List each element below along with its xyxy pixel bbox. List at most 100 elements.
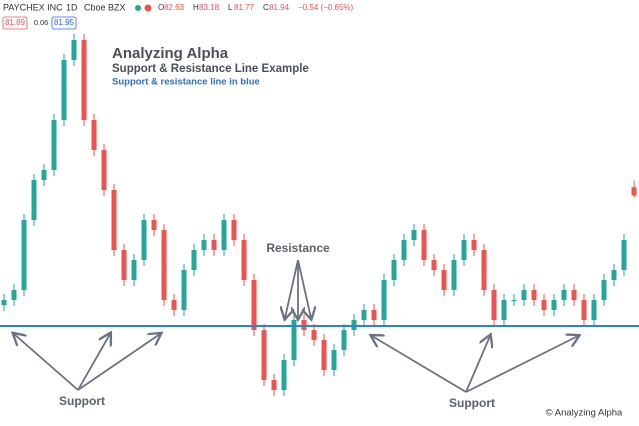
candle-body <box>1 300 7 306</box>
candle-body <box>521 289 527 301</box>
candle-body <box>181 270 187 310</box>
annotation: Resistance <box>266 241 330 255</box>
subtitle: Support & Resistance Line Example <box>112 63 309 75</box>
candle-body <box>161 229 167 301</box>
candle-body <box>331 349 337 370</box>
candle-body <box>311 330 317 340</box>
candle-body <box>411 229 417 241</box>
candle-body <box>191 250 197 271</box>
ohlc-label: H <box>193 3 199 12</box>
arrow <box>372 336 467 393</box>
candle-body <box>611 270 617 280</box>
candle-body <box>591 300 597 320</box>
ohlc-label: C <box>263 3 269 12</box>
exchange: Cboe BZX <box>84 2 126 12</box>
arrow <box>285 259 299 318</box>
candle-body <box>11 289 17 301</box>
candle-body <box>391 259 397 280</box>
candle-body <box>61 60 67 121</box>
candle-body <box>321 340 327 370</box>
bid: 81.89 <box>5 18 26 27</box>
credit: © Analyzing Alpha <box>546 408 623 419</box>
arrow <box>297 259 311 318</box>
arrow <box>465 336 490 393</box>
candle-body <box>281 360 287 391</box>
candle-body <box>251 280 257 331</box>
candle-body <box>151 220 157 230</box>
candle-body <box>121 250 127 280</box>
candle-body <box>551 300 557 310</box>
candle-body <box>381 280 387 320</box>
candle-body <box>571 289 577 301</box>
candle-body <box>141 220 147 260</box>
ohlc-value: 81.77 <box>234 3 255 12</box>
candle-body <box>451 259 457 290</box>
candle-body <box>461 240 467 260</box>
arrows <box>14 259 578 393</box>
candle-body <box>431 259 437 271</box>
ohlc-value: 83.18 <box>199 3 220 12</box>
ohlc-label: O <box>158 3 164 12</box>
arrow <box>77 334 110 391</box>
candle-body <box>561 289 567 301</box>
candle-body <box>111 190 117 250</box>
ohlc-legend: O 82.63 H 83.18 L 81.77 C 81.94 −0.54 (−0.65%) <box>158 3 353 12</box>
ask-box <box>51 16 77 30</box>
arrow <box>465 336 578 393</box>
candle-body <box>211 240 217 250</box>
candle-body <box>31 180 37 220</box>
candle-body <box>271 379 277 391</box>
note: Support & resistance line in blue <box>112 77 260 88</box>
title: Analyzing Alpha <box>112 45 229 62</box>
candle-body <box>541 300 547 310</box>
candle-body <box>481 250 487 290</box>
candle-body <box>601 280 607 301</box>
candle-body <box>291 319 297 361</box>
change: −0.54 (−0.65%) <box>298 3 353 12</box>
candle-body <box>631 187 637 196</box>
candle-body <box>71 40 77 61</box>
candle-body <box>91 120 97 151</box>
candle-body <box>201 240 207 250</box>
bid-box <box>2 16 28 30</box>
candle-body <box>581 300 587 320</box>
candle-body <box>401 240 407 260</box>
arrow <box>14 334 79 391</box>
candle-body <box>221 220 227 250</box>
candle-body <box>491 289 497 320</box>
candle-body <box>21 220 27 290</box>
ohlc-value: 82.63 <box>164 3 185 12</box>
candle-body <box>41 169 47 181</box>
candle-body <box>51 120 57 170</box>
candle-body <box>261 330 267 380</box>
ohlc-label: L <box>228 3 233 12</box>
candle-body <box>231 220 237 241</box>
arrow <box>77 334 160 391</box>
candle-body <box>81 40 87 121</box>
candle-body <box>471 240 477 250</box>
candle-body <box>421 229 427 260</box>
candle-body <box>621 240 627 271</box>
annotation: Support <box>449 396 495 410</box>
symbol: PAYCHEX INC <box>3 2 63 12</box>
candle-body <box>511 300 517 302</box>
candle-body <box>441 270 447 290</box>
candle-body <box>131 259 137 280</box>
candle-body <box>361 310 367 320</box>
candle-body <box>531 289 537 301</box>
status-dot <box>135 5 141 11</box>
interval: 1D <box>66 2 78 12</box>
ohlc-value: 81.94 <box>269 3 290 12</box>
annotation: Support <box>59 394 105 408</box>
candle-body <box>501 300 507 320</box>
candle-body <box>171 300 177 310</box>
ask: 81.95 <box>54 18 75 27</box>
candles <box>1 34 637 397</box>
status-dot <box>144 4 152 12</box>
candle-body <box>101 150 107 190</box>
spread: 0.06 <box>34 18 49 27</box>
candle-body <box>241 240 247 280</box>
candle-body <box>341 330 347 350</box>
candle-body <box>371 310 377 320</box>
